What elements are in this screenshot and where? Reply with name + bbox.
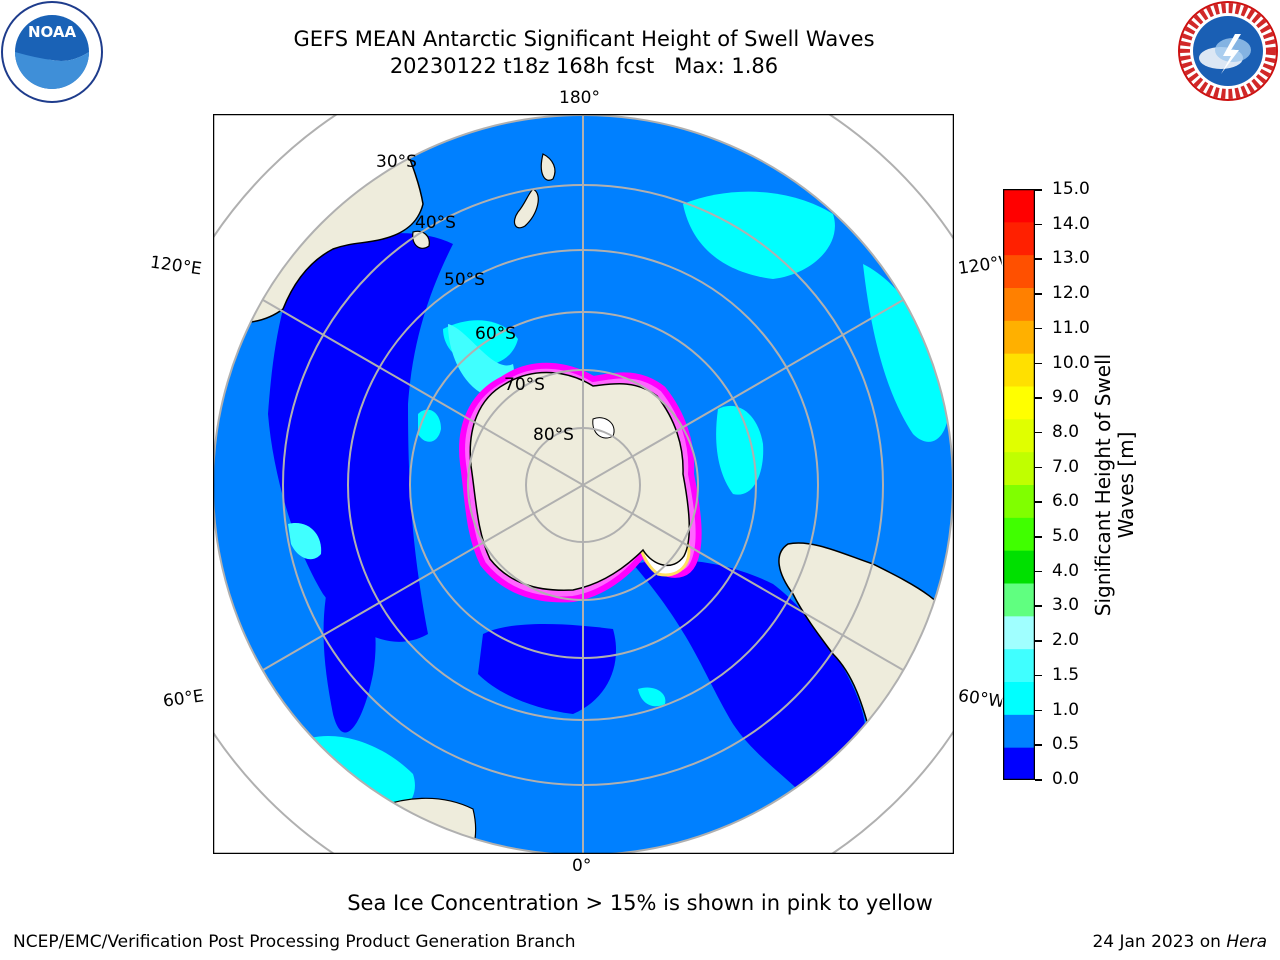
colorbar-tick-label: 11.0 (1052, 317, 1090, 338)
colorbar (1003, 189, 1035, 780)
colorbar-swatch (1003, 287, 1035, 321)
colorbar-tick-label: 13.0 (1052, 248, 1090, 269)
colorbar-swatch (1003, 353, 1035, 387)
lon-label-60e: 60°E (161, 686, 206, 712)
noaa-logo: NOAA (1, 1, 103, 103)
colorbar-swatch (1003, 418, 1035, 453)
lat-label-40s: 40°S (415, 213, 456, 233)
colorbar-swatch (1003, 484, 1035, 518)
colorbar-tick-label: 0.5 (1052, 734, 1080, 755)
lat-label-50s: 50°S (444, 270, 485, 290)
colorbar-tick-mark (1035, 501, 1042, 503)
colorbar-tick-label: 7.0 (1052, 456, 1080, 477)
colorbar-tick-label: 1.5 (1052, 664, 1080, 685)
lon-label-120w: 120°W (956, 253, 1004, 279)
chart-subtitle: 20230122 t18z 168h fcst Max: 1.86 (389, 54, 779, 78)
colorbar-swatch (1003, 254, 1035, 288)
colorbar-tick-mark (1035, 605, 1042, 607)
colorbar-swatch (1003, 714, 1035, 748)
colorbar-swatch (1003, 747, 1035, 780)
colorbar-swatch (1003, 648, 1035, 682)
map-frame (213, 114, 954, 854)
colorbar-swatch (1003, 615, 1035, 650)
colorbar-swatch (1003, 517, 1035, 551)
colorbar-tick-label: 2.0 (1052, 630, 1080, 651)
new-zealand (513, 153, 556, 229)
colorbar-swatch (1003, 221, 1035, 256)
lat-label-80s: 80°S (533, 425, 574, 445)
colorbar-tick-label: 3.0 (1052, 595, 1080, 616)
colorbar-swatch (1003, 320, 1035, 354)
low-swell-area (323, 564, 376, 733)
lon-label-120e: 120°E (148, 252, 203, 280)
colorbar-tick-mark (1035, 327, 1042, 330)
lon-label-60w: 60°W (956, 686, 1004, 712)
sea-ice-note: Sea Ice Concentration > 15% is shown in … (347, 891, 933, 915)
colorbar-swatch (1003, 681, 1035, 715)
colorbar-tick-label: 8.0 (1052, 421, 1080, 442)
colorbar-tick-label: 5.0 (1052, 526, 1080, 547)
colorbar-tick-label: 4.0 (1052, 560, 1080, 581)
chart-title: GEFS MEAN Antarctic Significant Height o… (293, 27, 875, 51)
colorbar-tick-label: 6.0 (1052, 491, 1080, 512)
nws-logo (1178, 1, 1278, 101)
colorbar-tick-mark (1035, 536, 1042, 538)
colorbar-tick-mark (1035, 431, 1042, 434)
colorbar-tick-mark (1035, 709, 1042, 712)
colorbar-tick-mark (1035, 779, 1042, 781)
colorbar-tick-label: 1.0 (1052, 699, 1080, 720)
colorbar-tick-label: 12.0 (1052, 283, 1090, 304)
colorbar-tick-label: 9.0 (1052, 387, 1080, 408)
high-swell-area (288, 523, 322, 560)
colorbar-tick-mark (1035, 570, 1042, 573)
colorbar-tick-mark (1035, 258, 1042, 260)
colorbar-tick-label: 10.0 (1052, 352, 1090, 373)
colorbar-tick-mark (1035, 362, 1042, 365)
lon-label-180: 180° (559, 88, 600, 108)
colorbar-tick-mark (1035, 293, 1042, 295)
high-swell-area (638, 687, 666, 707)
colorbar-tick-mark (1035, 674, 1042, 677)
colorbar-swatch (1003, 451, 1035, 485)
high-swell-area (448, 324, 514, 395)
lon-label-0: 0° (572, 856, 592, 876)
colorbar-tick-mark (1035, 189, 1042, 191)
high-swell-area (863, 264, 949, 442)
noaa-logo-text: NOAA (28, 23, 77, 41)
antarctica (469, 371, 691, 591)
lat-label-30s: 30°S (376, 152, 417, 172)
colorbar-swatch (1003, 189, 1035, 223)
colorbar-tick-label: 14.0 (1052, 213, 1090, 234)
colorbar-tick-label: 0.0 (1052, 769, 1080, 789)
high-swell-area (716, 405, 764, 495)
colorbar-tick-mark (1035, 466, 1042, 469)
credit-text: NCEP/EMC/Verification Post Processing Pr… (13, 932, 576, 952)
colorbar-swatch (1003, 550, 1035, 584)
colorbar-tick-mark (1035, 640, 1042, 642)
polar-map[interactable] (213, 114, 954, 854)
low-swell-area (478, 624, 617, 714)
high-swell-area (683, 191, 835, 279)
run-date: 24 Jan 2023 on Hera (1092, 932, 1267, 952)
colorbar-tick-mark (1035, 397, 1042, 399)
colorbar-swatch (1003, 386, 1035, 420)
colorbar-tick-mark (1035, 744, 1042, 746)
colorbar-tick-mark (1035, 223, 1042, 226)
map-outside (213, 114, 954, 854)
colorbar-swatch (1003, 583, 1035, 617)
lat-label-60s: 60°S (475, 324, 516, 344)
lat-label-70s: 70°S (504, 375, 545, 395)
colorbar-tick-label: 15.0 (1052, 179, 1090, 199)
